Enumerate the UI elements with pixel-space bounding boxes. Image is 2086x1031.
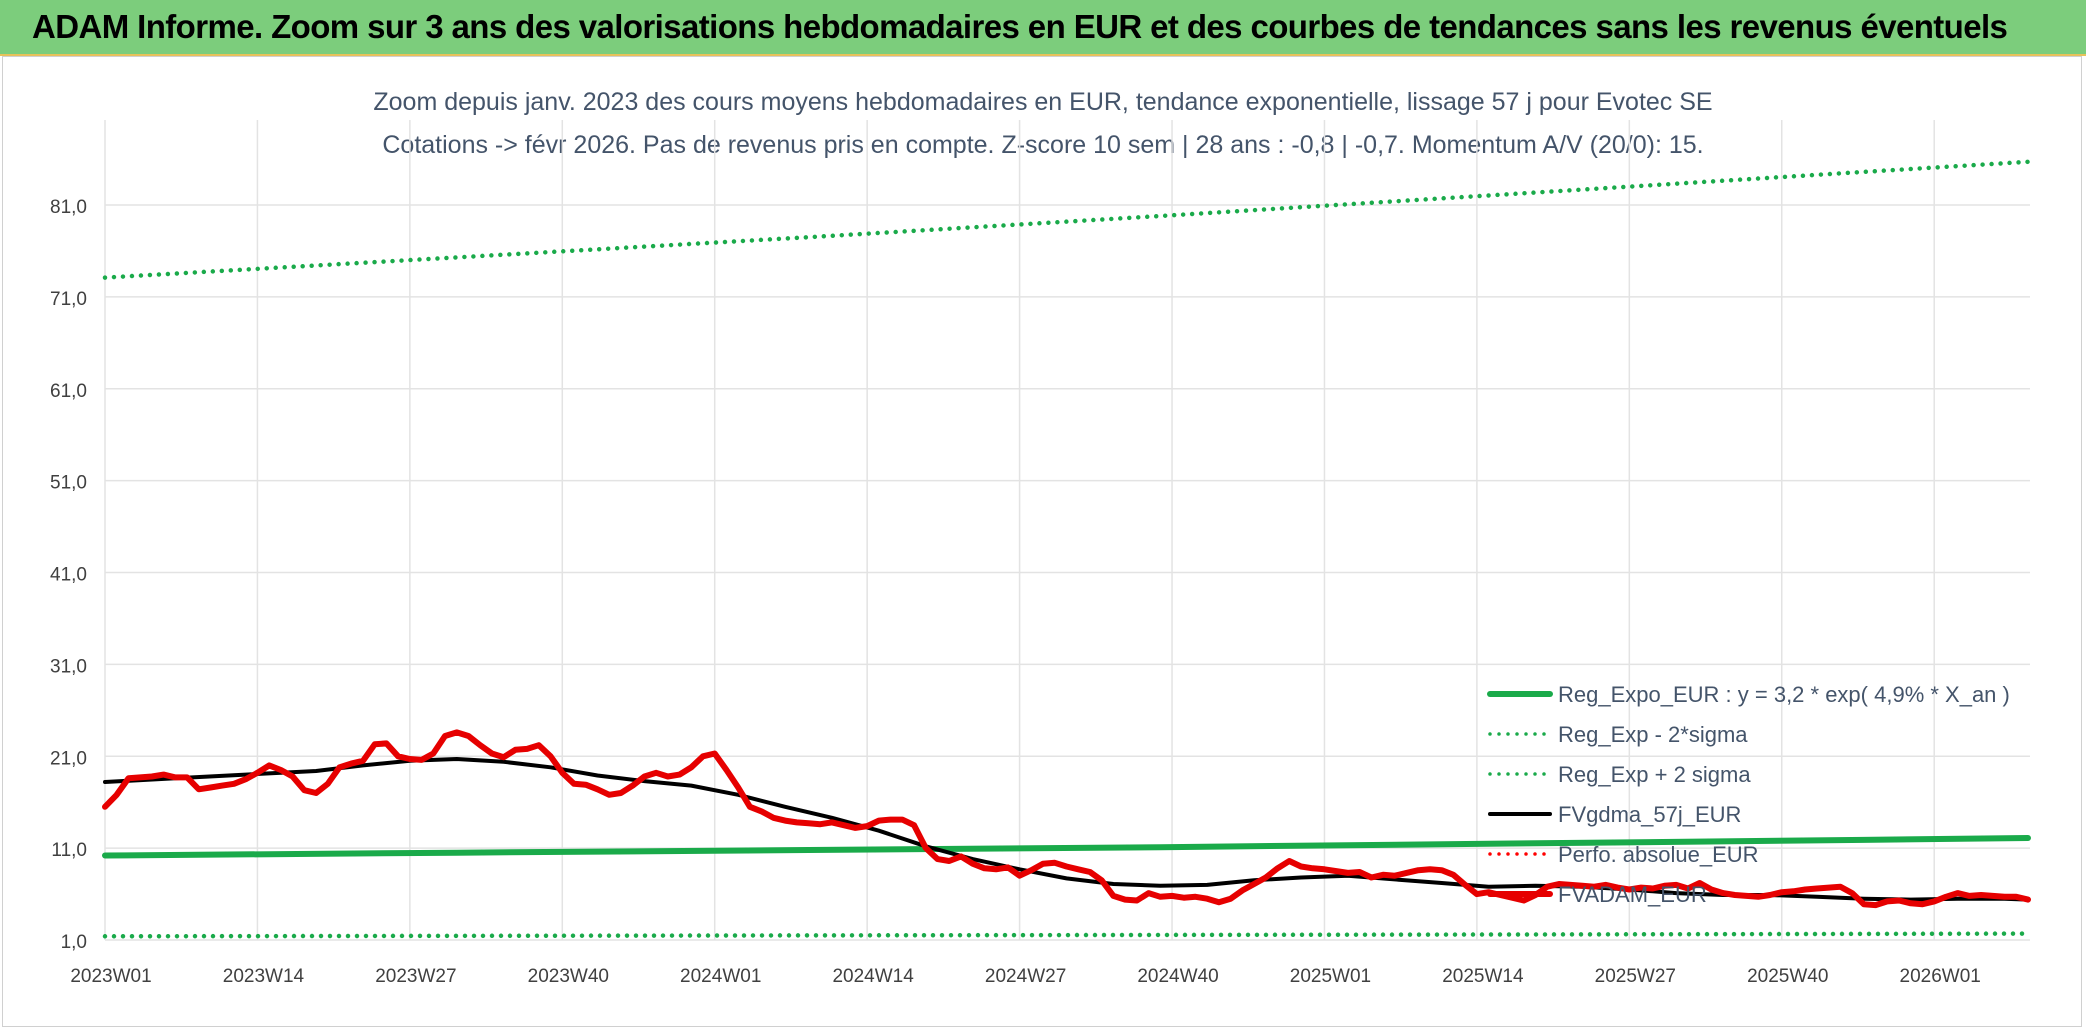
x-axis-labels: 2023W01 2023W14 2023W27 2023W40 2024W01 2024W…	[70, 966, 1981, 987]
y-tick-label: 81,0	[50, 197, 87, 218]
legend: Reg_Expo_EUR : y = 3,2 * exp( 4,9% * X_a…	[1487, 682, 2010, 907]
x-tick-label: 2023W40	[528, 966, 609, 987]
chart-subtitle: Cotations -> févr 2026. Pas de revenus p…	[382, 131, 1703, 159]
series-line-0	[102, 835, 2031, 859]
legend-label: FVgdma_57j_EUR	[1558, 802, 1741, 827]
x-tick-label: 2024W14	[832, 966, 914, 987]
x-tick-label: 2025W14	[1442, 966, 1524, 987]
y-tick-label: 31,0	[50, 656, 87, 677]
y-tick-label: 11,0	[51, 840, 87, 861]
x-tick-label: 2024W27	[985, 966, 1066, 987]
chart-frame	[2, 56, 2082, 1027]
x-tick-label: 2025W40	[1747, 966, 1828, 987]
x-tick-label: 2024W40	[1137, 966, 1218, 987]
legend-label: Perfo. absolue_EUR	[1558, 842, 1759, 867]
y-tick-label: 1,0	[61, 932, 87, 953]
y-tick-label: 41,0	[50, 565, 87, 586]
x-tick-label: 2023W01	[70, 966, 151, 987]
series-lines	[102, 159, 2031, 939]
legend-label: Reg_Expo_EUR : y = 3,2 * exp( 4,9% * X_a…	[1558, 682, 2010, 707]
report-title: ADAM Informe. Zoom sur 3 ans des valoris…	[32, 8, 2008, 45]
y-tick-label: 61,0	[50, 381, 87, 402]
y-tick-label: 21,0	[50, 748, 87, 769]
legend-label: Reg_Exp + 2 sigma	[1558, 762, 1751, 787]
x-tick-label: 2023W27	[375, 966, 456, 987]
series-line-2	[102, 159, 2031, 280]
legend-label: FVADAM_EUR	[1558, 882, 1707, 907]
header-banner: ADAM Informe. Zoom sur 3 ans des valoris…	[0, 0, 2086, 56]
x-tick-label: 2025W27	[1595, 966, 1676, 987]
x-tick-label: 2024W01	[680, 966, 761, 987]
series-line-1	[102, 931, 2031, 939]
x-tick-label: 2023W14	[223, 966, 305, 987]
series-line-5	[102, 729, 2031, 909]
legend-label: Reg_Exp - 2*sigma	[1558, 722, 1748, 747]
y-tick-label: 71,0	[50, 289, 87, 310]
chart-title: Zoom depuis janv. 2023 des cours moyens …	[373, 88, 1712, 116]
x-tick-label: 2026W01	[1900, 966, 1981, 987]
y-axis-labels: 1,0 11,0 21,0 31,0 41,0 51,0 61,0 71,0 81,0	[50, 197, 87, 953]
x-tick-label: 2025W01	[1290, 966, 1371, 987]
y-tick-label: 51,0	[50, 473, 87, 494]
